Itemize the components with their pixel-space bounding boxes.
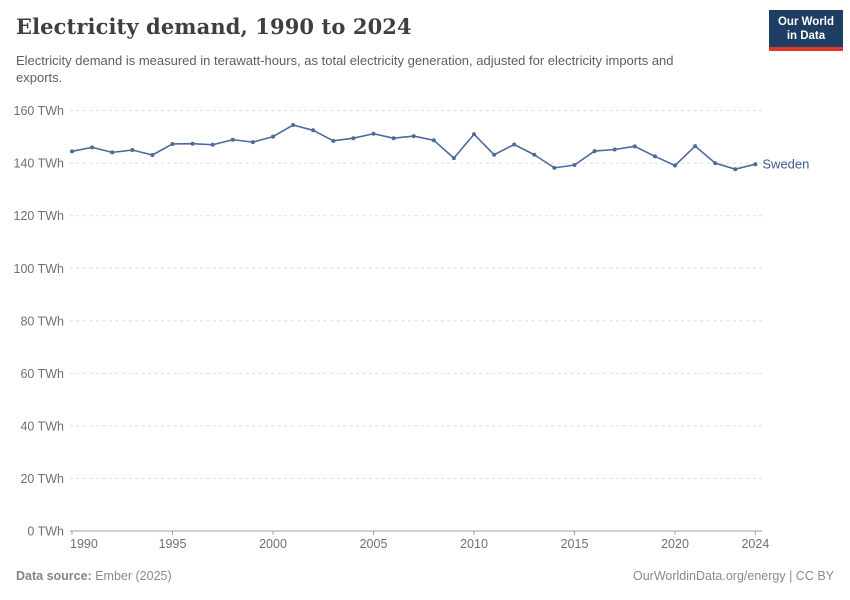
credit-line[interactable]: OurWorldinData.org/energy | CC BY	[632, 569, 834, 583]
data-point[interactable]	[632, 144, 637, 149]
data-point[interactable]	[250, 140, 255, 145]
data-source-label: Data source:	[16, 569, 92, 583]
data-point[interactable]	[70, 149, 74, 154]
data-point[interactable]	[532, 152, 537, 157]
data-point[interactable]	[170, 141, 175, 146]
y-tick-label: 20 TWh	[20, 472, 64, 486]
data-point[interactable]	[230, 137, 235, 142]
data-point[interactable]	[190, 141, 195, 146]
series-line[interactable]	[71, 124, 757, 170]
data-point[interactable]	[291, 123, 296, 128]
x-tick-label: 1995	[159, 537, 187, 551]
data-point[interactable]	[451, 156, 456, 161]
data-point[interactable]	[371, 131, 376, 136]
page-title: Electricity demand, 1990 to 2024	[16, 14, 412, 39]
data-point[interactable]	[652, 154, 657, 159]
x-tick-label: 2015	[561, 537, 589, 551]
data-point[interactable]	[391, 136, 396, 141]
data-point[interactable]	[472, 132, 476, 137]
page-subtitle: Electricity demand is measured in terawa…	[16, 53, 674, 85]
data-point[interactable]	[673, 163, 677, 168]
data-point[interactable]	[411, 134, 416, 139]
y-tick-label: 120 TWh	[14, 209, 65, 223]
data-point[interactable]	[592, 149, 597, 154]
data-point[interactable]	[693, 144, 698, 149]
y-tick-label: 140 TWh	[14, 157, 65, 171]
data-point[interactable]	[492, 152, 497, 157]
series-label[interactable]: Sweden	[762, 157, 809, 172]
data-source: Data source: Ember (2025)	[16, 569, 172, 583]
data-point[interactable]	[150, 153, 155, 158]
data-point[interactable]	[90, 145, 95, 150]
owid-logo-line1: Our World	[777, 16, 834, 28]
chart-canvas[interactable]: 0 TWh 20 TWh 40 TWh 60 TWh 80 TWh 100 TWh 120 …	[0, 95, 850, 560]
x-tick-label: 1990	[70, 537, 98, 551]
y-tick-label: 60 TWh	[20, 367, 64, 381]
data-point[interactable]	[130, 148, 135, 153]
y-tick-label: 100 TWh	[14, 262, 65, 276]
line-chart[interactable]: 0 TWh 20 TWh 40 TWh 60 TWh 80 TWh 100 TWh 120 …	[0, 95, 850, 560]
data-point[interactable]	[733, 167, 738, 172]
data-point[interactable]	[512, 142, 517, 147]
data-point[interactable]	[612, 147, 617, 152]
data-point[interactable]	[351, 136, 356, 141]
x-tick-label: 2005	[360, 537, 388, 551]
x-tick-label: 2010	[460, 537, 488, 551]
x-tick-label: 2000	[259, 537, 287, 551]
data-point[interactable]	[331, 138, 336, 143]
data-point[interactable]	[110, 150, 115, 155]
chart-footer: Data source: Ember (2025) OurWorldinData…	[16, 569, 834, 583]
owid-logo-line2: in Data	[786, 30, 826, 42]
y-tick-label: 0 TWh	[27, 525, 64, 539]
y-tick-label: 160 TWh	[14, 104, 65, 118]
data-point[interactable]	[311, 128, 316, 133]
y-tick-label: 80 TWh	[20, 314, 64, 328]
data-source-value: Ember (2025)	[95, 569, 172, 583]
data-point[interactable]	[210, 142, 215, 147]
data-point[interactable]	[552, 165, 557, 170]
x-tick-label: 2024	[741, 537, 769, 551]
data-point[interactable]	[572, 162, 577, 167]
data-point[interactable]	[271, 134, 275, 139]
data-point[interactable]	[431, 138, 436, 143]
y-tick-label: 40 TWh	[20, 419, 64, 433]
x-tick-label: 2020	[661, 537, 689, 551]
data-point[interactable]	[713, 161, 718, 166]
owid-logo[interactable]: Our World in Data	[768, 10, 843, 51]
data-point[interactable]	[753, 162, 758, 167]
